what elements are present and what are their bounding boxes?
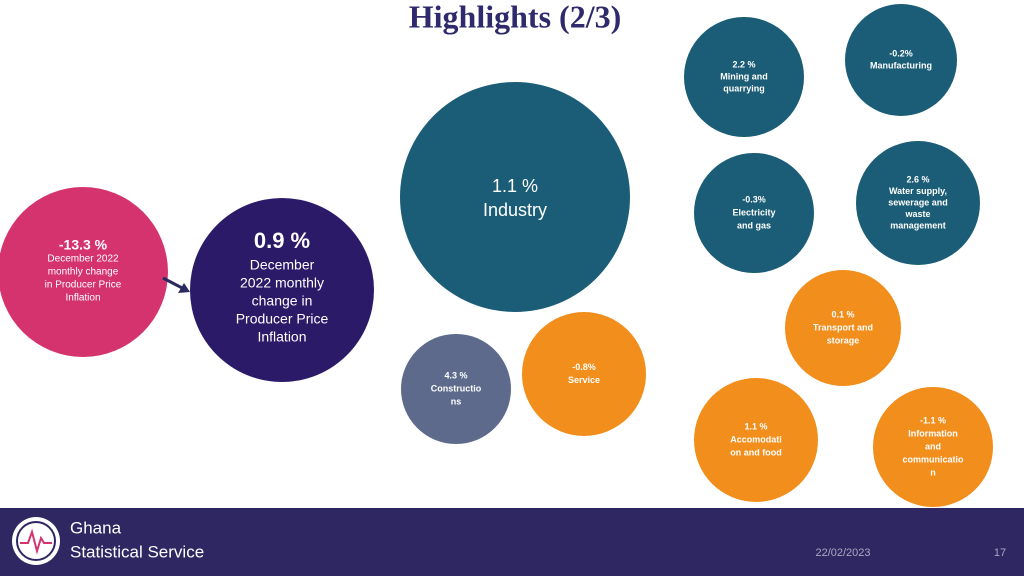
- bubble-label: Service: [568, 375, 600, 385]
- bubble-label: change in: [252, 293, 313, 309]
- bubble-value: 0.1 %: [831, 309, 854, 319]
- bubble-label: Manufacturing: [870, 60, 932, 70]
- bubble-value: 4.3 %: [444, 370, 467, 380]
- bubble: [522, 312, 646, 436]
- bubble-label: Mining and: [720, 71, 768, 81]
- bubble-label: Electricity: [732, 207, 775, 217]
- bubble-label: Inflation: [257, 329, 306, 345]
- bubble-label: communicatio: [902, 454, 964, 464]
- bubble-label: storage: [827, 335, 860, 345]
- slide-title: Highlights (2/3): [409, 0, 621, 34]
- bubble-label: 2022 monthly: [240, 275, 324, 291]
- bubble: [400, 82, 630, 312]
- bubble-label: monthly change: [48, 267, 119, 278]
- bubble-label: management: [890, 220, 946, 230]
- bubble: [873, 387, 993, 507]
- logo-ring: [16, 521, 56, 561]
- bubble: [785, 270, 901, 386]
- bubble-label: Producer Price: [236, 311, 329, 327]
- bubble: [684, 17, 804, 137]
- logo: [12, 517, 60, 565]
- bubble: [0, 187, 168, 357]
- date: 22/02/2023: [815, 547, 870, 559]
- page-number: 17: [994, 547, 1006, 559]
- bubble-label: on and food: [730, 447, 782, 457]
- bubble-value: -13.3 %: [59, 237, 108, 253]
- bubble: [856, 141, 980, 265]
- bubble-label: Industry: [483, 200, 547, 220]
- bubble-label: ns: [451, 396, 462, 406]
- bubble-value: 1.1 %: [744, 421, 767, 431]
- bubble-label: quarrying: [723, 83, 765, 93]
- bubble-label: Transport and: [813, 322, 873, 332]
- bubble: [190, 198, 374, 382]
- bubble-label: December: [250, 257, 315, 273]
- bubble-label: sewerage and: [888, 197, 948, 207]
- logo-pulse: [20, 528, 52, 555]
- bubble-label: and: [925, 441, 941, 451]
- bubble-value: -0.3%: [742, 194, 766, 204]
- bubble-value: 0.9 %: [254, 228, 310, 253]
- bubble-value: -0.2%: [889, 48, 913, 58]
- arrow-head: [178, 283, 190, 293]
- bubble: [845, 4, 957, 116]
- bubble-label: and gas: [737, 220, 771, 230]
- bubble: [401, 334, 511, 444]
- org-name: Statistical Service: [70, 542, 204, 561]
- bubble-value: -0.8%: [572, 362, 596, 372]
- bubble-value: 1.1 %: [492, 176, 538, 196]
- bubble-label: Accomodati: [730, 434, 782, 444]
- bubble-label: Constructio: [431, 383, 482, 393]
- bubble-value: 2.2 %: [732, 59, 755, 69]
- bubble-label: Information: [908, 428, 958, 438]
- bubble-label: waste: [904, 209, 930, 219]
- bubbles: -0.2% Manufacturing 2.2 % Mining and quarryi…: [0, 4, 993, 507]
- bubble-value: 2.6 %: [906, 174, 929, 184]
- bubble-label: Inflation: [65, 293, 100, 304]
- org-name: Ghana: [70, 518, 122, 537]
- bubble-label: December 2022: [47, 254, 119, 265]
- bubble-value: -1.1 %: [920, 415, 946, 425]
- bubble-label: n: [930, 467, 936, 477]
- bubble: [694, 153, 814, 273]
- bubble-label: Water supply,: [889, 186, 947, 196]
- footer-bar: [0, 508, 1024, 576]
- bubble: [694, 378, 818, 502]
- bubble-label: in Producer Price: [45, 280, 122, 291]
